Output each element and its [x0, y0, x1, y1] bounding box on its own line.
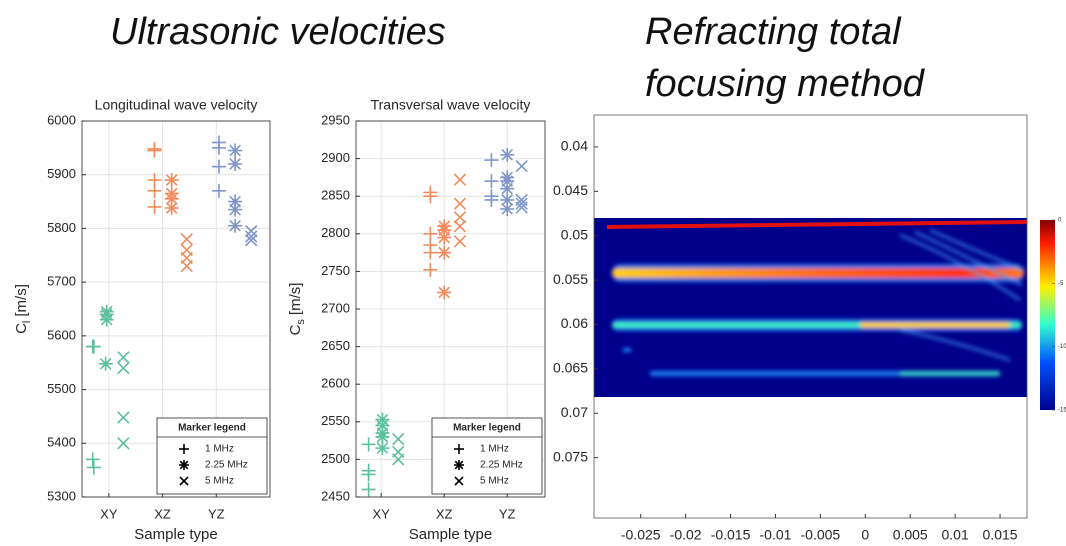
y-label-unit: [m/s]: [287, 283, 304, 316]
legend-label: 5 MHz: [205, 476, 234, 487]
y-tick-label: 2900: [321, 150, 350, 165]
y-tick-label: 2500: [321, 451, 350, 466]
y-label-text: C: [13, 323, 30, 334]
x-tick-label: XY: [100, 506, 118, 521]
y-tick-label: 0.055: [553, 271, 588, 287]
y-label-subscript: s: [295, 319, 307, 325]
legend: Marker legend 1 MHz 2.25 MHz 5 MHz: [157, 418, 267, 494]
x-tick-label: XZ: [154, 506, 171, 521]
marker: [228, 203, 242, 217]
marker: [454, 460, 464, 470]
legend-label: 1 MHz: [205, 444, 234, 455]
chart-title: Transversal wave velocity: [371, 97, 531, 113]
marker: [228, 157, 242, 171]
legend-label: 2.25 MHz: [480, 460, 523, 471]
y-tick-label: 0.04: [561, 138, 588, 154]
y-tick-label: 5700: [47, 274, 76, 289]
colorbar-tick-label: -15: [1058, 408, 1066, 414]
legend-label: 2.25 MHz: [205, 460, 248, 471]
chart-title: Longitudinal wave velocity: [95, 97, 258, 113]
colorbar: [1040, 220, 1055, 410]
y-tick-label: 2950: [321, 112, 350, 127]
y-tick-label: 5800: [47, 220, 76, 235]
x-tick-label: -0.01: [760, 527, 792, 543]
y-tick-label: 5500: [47, 381, 76, 396]
y-tick-label: 5600: [47, 327, 76, 342]
charts: 5300 5400 5500 5600 5700 5800 5900 6000 XY XZ YZ Lo…: [0, 0, 1066, 546]
x-tick-label: YZ: [499, 506, 516, 521]
marker: [500, 148, 514, 162]
x-tick-label: 0.005: [893, 527, 928, 543]
x-tick-label: -0.015: [711, 527, 751, 543]
marker: [228, 144, 242, 158]
x-axis-label: Sample type: [409, 526, 492, 543]
y-tick-label: 2850: [321, 188, 350, 203]
legend-title: Marker legend: [453, 423, 521, 434]
marker: [500, 202, 514, 216]
y-tick-label: 2550: [321, 413, 350, 428]
legend-label: 1 MHz: [480, 444, 509, 455]
marker: [99, 357, 113, 371]
colorbar-tick-label: -10: [1058, 344, 1066, 350]
y-tick-label: 2650: [321, 338, 350, 353]
y-tick-label: 0.05: [561, 226, 588, 242]
y-label-text: C: [287, 324, 304, 335]
y-tick-label: 2750: [321, 263, 350, 278]
marker: [437, 246, 451, 260]
y-tick-label: 2700: [321, 300, 350, 315]
legend: Marker legend 1 MHz 2.25 MHz 5 MHz: [432, 418, 542, 494]
x-tick-label: 0: [861, 527, 869, 543]
y-tick-label: 0.045: [553, 182, 588, 198]
y-axis-label: Cl [m/s]: [13, 284, 33, 334]
marker: [165, 201, 179, 215]
marker: [228, 219, 242, 233]
x-tick-label: -0.005: [801, 527, 841, 543]
y-tick-label: 0.07: [561, 404, 588, 420]
x-tick-label: 0.015: [983, 527, 1018, 543]
marker: [179, 460, 189, 470]
legend-label: 5 MHz: [480, 476, 509, 487]
y-axis-label: Cs [m/s]: [287, 283, 307, 336]
y-tick-label: 2450: [321, 488, 350, 503]
y-tick-label: 5400: [47, 435, 76, 450]
y-tick-label: 2800: [321, 225, 350, 240]
y-label-subscript: l: [21, 321, 33, 323]
marker: [165, 173, 179, 187]
x-tick-label: YZ: [208, 506, 225, 521]
x-tick-label: -0.02: [670, 527, 702, 543]
y-tick-label: 2600: [321, 376, 350, 391]
y-tick-label: 5300: [47, 488, 76, 503]
y-label-unit: [m/s]: [13, 284, 30, 317]
marker: [375, 441, 389, 455]
x-tick-label: 0.01: [942, 527, 969, 543]
marker: [437, 231, 451, 245]
legend-title: Marker legend: [178, 423, 246, 434]
x-tick-label: XY: [373, 506, 391, 521]
page: Ultrasonic velocities Refracting total f…: [0, 0, 1066, 546]
marker: [100, 307, 114, 321]
x-tick-label: XZ: [436, 506, 453, 521]
x-tick-label: -0.025: [621, 527, 661, 543]
y-tick-label: 6000: [47, 112, 76, 127]
y-tick-label: 5900: [47, 166, 76, 181]
y-tick-label: 0.065: [553, 360, 588, 376]
heatmap-image: [594, 218, 1027, 397]
marker: [437, 285, 451, 299]
y-tick-label: 0.06: [561, 315, 588, 331]
y-tick-label: 0.075: [553, 448, 588, 464]
colorbar-tick-label: -5: [1058, 281, 1064, 287]
colorbar-tick-label: 0: [1058, 218, 1062, 224]
x-axis-label: Sample type: [134, 526, 217, 543]
